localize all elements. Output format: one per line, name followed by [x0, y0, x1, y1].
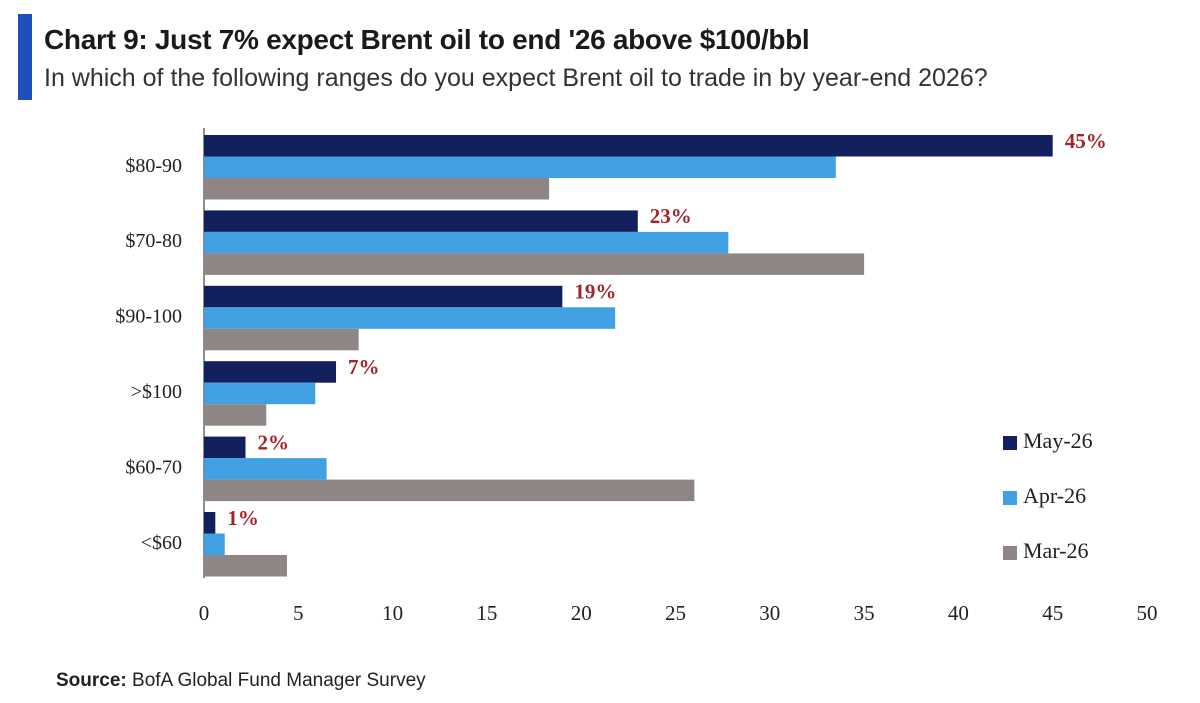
bar-apr-26-5: [204, 533, 225, 555]
data-label: 45%: [1065, 129, 1107, 153]
x-tick-label: 10: [382, 601, 403, 625]
bar-apr-26-0: [204, 156, 836, 178]
bar-mar-26-4: [204, 479, 695, 502]
x-tick-label: 50: [1137, 601, 1158, 625]
y-tick-label: $90-100: [115, 306, 182, 328]
x-tick-label: 25: [665, 601, 686, 625]
y-tick-label: $60-70: [125, 456, 182, 478]
legend-label: May-26: [1023, 428, 1093, 453]
legend-label: Mar-26: [1023, 538, 1089, 563]
bar-may-26-1: [204, 210, 638, 232]
source-label: Source:: [56, 670, 127, 691]
x-tick-label: 40: [948, 601, 969, 625]
chart-title: Chart 9: Just 7% expect Brent oil to end…: [44, 24, 810, 55]
y-tick-label: >$100: [131, 381, 182, 403]
y-tick-label: $80-90: [125, 155, 182, 177]
bar-may-26-0: [204, 135, 1053, 157]
y-tick-label: $70-80: [125, 230, 182, 252]
bar-may-26-5: [204, 512, 216, 534]
bar-apr-26-1: [204, 231, 729, 254]
data-label: 1%: [227, 506, 258, 530]
source-note: Source: BofA Global Fund Manager Survey: [56, 670, 426, 692]
legend-swatch-mar-26: [1003, 546, 1017, 560]
bar-may-26-3: [204, 361, 337, 383]
data-label: 23%: [650, 204, 692, 228]
bar-mar-26-3: [204, 404, 267, 426]
legend-swatch-apr-26: [1003, 491, 1017, 505]
bar-may-26-4: [204, 436, 246, 459]
chart-subtitle: In which of the following ranges do you …: [44, 64, 988, 92]
bar-mar-26-0: [204, 178, 550, 200]
bar-mar-26-1: [204, 253, 865, 275]
bar-apr-26-2: [204, 307, 616, 329]
x-tick-label: 0: [199, 601, 210, 625]
bar-may-26-2: [204, 285, 563, 308]
bar-mar-26-5: [204, 555, 287, 577]
y-tick-label: <$60: [141, 532, 182, 554]
bar-apr-26-4: [204, 458, 327, 480]
bar-apr-26-3: [204, 382, 316, 405]
legend-swatch-may-26: [1003, 436, 1017, 450]
x-tick-label: 30: [759, 601, 780, 625]
data-label: 7%: [348, 355, 380, 379]
source-text: BofA Global Fund Manager Survey: [132, 670, 426, 691]
x-tick-label: 20: [571, 601, 592, 625]
bar-mar-26-2: [204, 328, 359, 351]
legend-label: Apr-26: [1023, 483, 1086, 508]
title-accent-bar: [18, 14, 32, 100]
data-label: 19%: [574, 280, 616, 304]
x-tick-label: 5: [293, 601, 304, 625]
data-label: 2%: [257, 430, 289, 454]
x-tick-label: 45: [1042, 601, 1063, 625]
x-tick-label: 15: [476, 601, 497, 625]
x-tick-label: 35: [854, 601, 875, 625]
